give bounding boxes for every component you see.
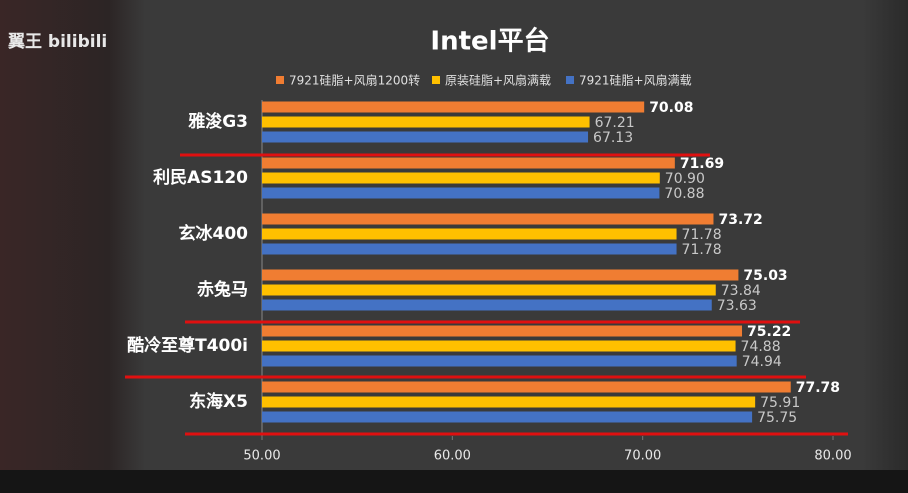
value-label: 73.84 xyxy=(721,283,761,299)
bar xyxy=(262,213,714,225)
legend-swatch xyxy=(276,76,284,84)
legend-swatch xyxy=(566,76,574,84)
bar xyxy=(262,299,712,311)
bar xyxy=(262,396,756,408)
x-tick-label: 70.00 xyxy=(624,449,661,464)
annotations xyxy=(125,153,848,436)
bar xyxy=(262,340,736,352)
bar xyxy=(262,157,675,169)
bar xyxy=(262,187,660,199)
y-tick-label: 利民AS120 xyxy=(153,167,248,188)
value-label: 67.13 xyxy=(593,130,633,146)
bar xyxy=(262,131,589,143)
value-label: 73.63 xyxy=(717,298,757,314)
floor xyxy=(0,470,908,493)
value-label: 70.88 xyxy=(664,186,704,202)
y-tick-label: 玄冰400 xyxy=(179,223,249,244)
value-label: 70.08 xyxy=(649,100,693,116)
bar xyxy=(262,284,716,296)
bar xyxy=(262,325,743,337)
legend-label: 原装硅脂+风扇满载 xyxy=(445,73,551,88)
value-label: 71.69 xyxy=(680,156,724,172)
bar xyxy=(262,101,645,113)
bar xyxy=(262,269,739,281)
value-label: 70.90 xyxy=(665,171,705,187)
bar xyxy=(262,411,753,423)
value-label: 74.94 xyxy=(742,354,782,370)
x-tick-label: 60.00 xyxy=(434,449,471,464)
x-tick-label: 50.00 xyxy=(243,449,280,464)
value-label: 74.88 xyxy=(741,339,781,355)
bar xyxy=(262,381,791,393)
y-tick-label: 酷冷至尊T400i xyxy=(127,335,248,356)
bar xyxy=(262,116,590,128)
value-label: 77.78 xyxy=(796,380,840,396)
chart-title: Intel平台 xyxy=(430,26,549,57)
y-tick-label: 赤兔马 xyxy=(197,279,248,300)
value-label: 71.78 xyxy=(682,227,722,243)
bar xyxy=(262,355,737,367)
value-label: 75.75 xyxy=(757,410,797,426)
value-label: 75.91 xyxy=(760,395,800,411)
legend-swatch xyxy=(432,76,440,84)
y-tick-label: 东海X5 xyxy=(189,391,248,412)
bar xyxy=(262,172,660,184)
value-label: 71.78 xyxy=(682,242,722,258)
value-label: 75.03 xyxy=(743,268,787,284)
x-tick-label: 80.00 xyxy=(814,449,851,464)
value-label: 67.21 xyxy=(595,115,635,131)
y-tick-label: 雅浚G3 xyxy=(187,111,248,132)
bar xyxy=(262,228,677,240)
bar xyxy=(262,243,677,255)
legend-label: 7921硅脂+风扇满载 xyxy=(579,73,692,88)
value-label: 73.72 xyxy=(718,212,762,228)
value-label: 75.22 xyxy=(747,324,791,340)
watermark: 翼王 bilibili xyxy=(8,32,107,52)
legend-label: 7921硅脂+风扇1200转 xyxy=(289,73,420,88)
